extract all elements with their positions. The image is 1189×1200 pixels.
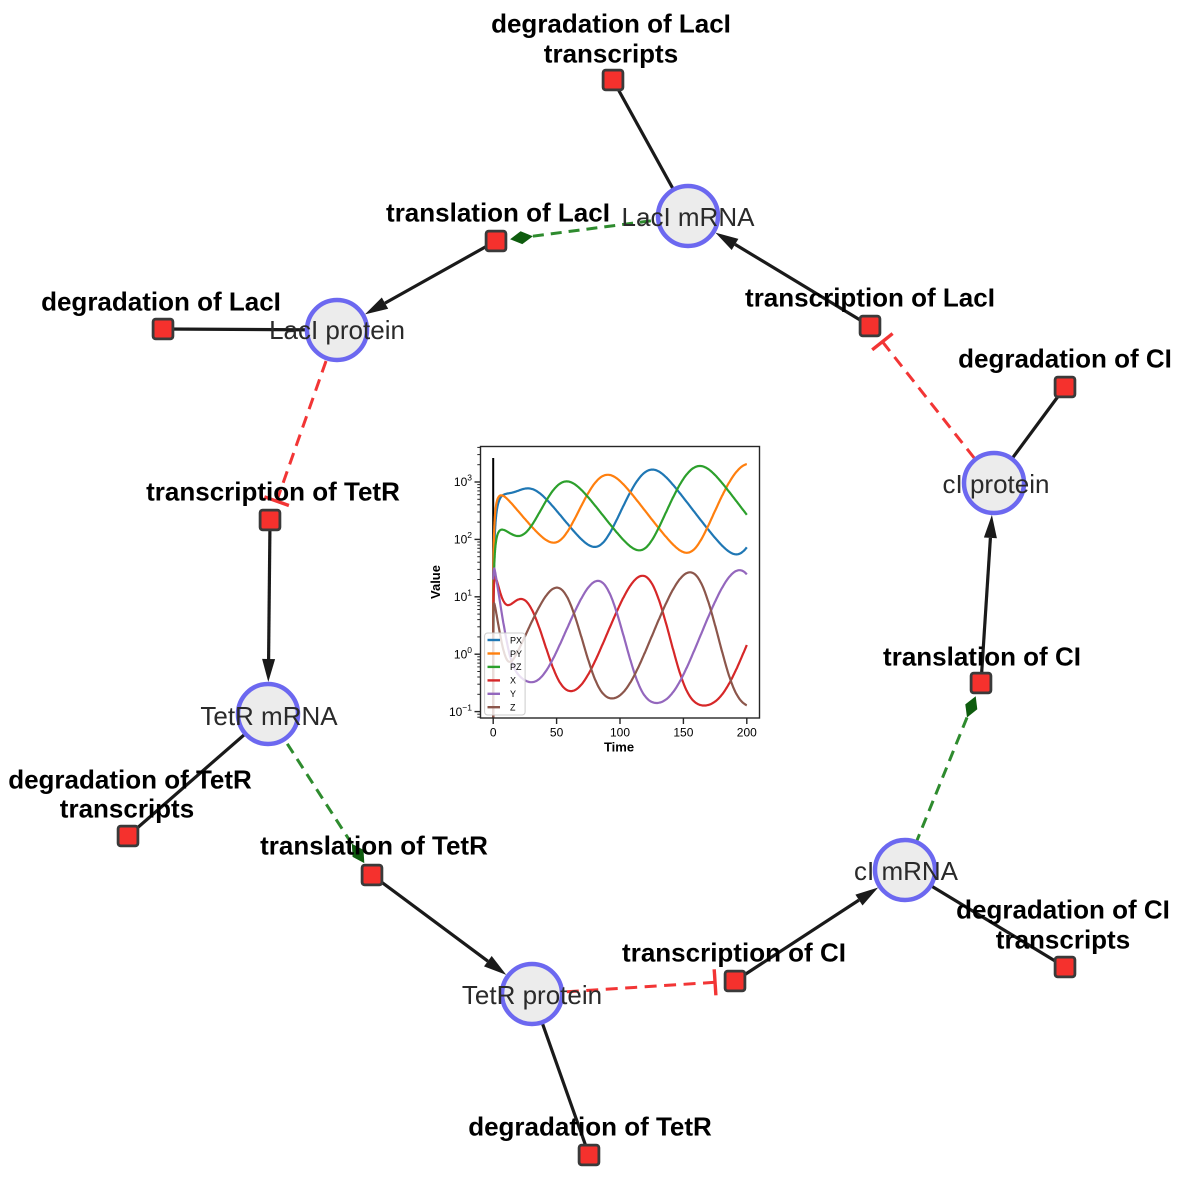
svg-text:LacI mRNA: LacI mRNA [622, 202, 756, 232]
svg-text:103: 103 [454, 473, 472, 490]
svg-text:100: 100 [454, 645, 472, 662]
svg-text:150: 150 [673, 726, 693, 740]
svg-text:cI protein: cI protein [943, 469, 1050, 499]
svg-text:101: 101 [454, 588, 472, 605]
svg-text:degradation of CI: degradation of CI [958, 344, 1172, 374]
svg-text:LacI protein: LacI protein [269, 315, 405, 345]
svg-text:cI mRNA: cI mRNA [854, 856, 959, 886]
svg-text:PX: PX [510, 635, 522, 645]
svg-text:102: 102 [454, 530, 472, 547]
svg-text:transcription of CI: transcription of CI [622, 938, 846, 968]
svg-text:transcripts: transcripts [60, 794, 194, 824]
svg-text:translation of TetR: translation of TetR [260, 831, 488, 861]
svg-text:TetR mRNA: TetR mRNA [200, 701, 338, 731]
svg-text:degradation of TetR: degradation of TetR [468, 1112, 712, 1142]
svg-text:degradation of TetR: degradation of TetR [8, 765, 252, 795]
svg-text:X: X [510, 676, 516, 686]
svg-text:TetR protein: TetR protein [462, 980, 602, 1010]
svg-text:translation of CI: translation of CI [883, 642, 1081, 672]
svg-text:degradation of CI: degradation of CI [956, 895, 1170, 925]
svg-text:Time: Time [604, 740, 634, 755]
svg-text:200: 200 [737, 726, 757, 740]
svg-text:100: 100 [610, 726, 630, 740]
svg-text:transcription of LacI: transcription of LacI [745, 283, 995, 313]
svg-text:degradation of LacI: degradation of LacI [491, 9, 731, 39]
svg-text:50: 50 [550, 726, 564, 740]
svg-text:PZ: PZ [510, 662, 522, 672]
svg-text:0: 0 [490, 726, 497, 740]
svg-text:transcripts: transcripts [544, 39, 678, 69]
svg-text:Value: Value [428, 565, 443, 599]
svg-text:PY: PY [510, 649, 522, 659]
svg-text:10−1: 10−1 [449, 702, 472, 719]
svg-text:transcripts: transcripts [996, 925, 1130, 955]
svg-text:transcription of TetR: transcription of TetR [146, 477, 400, 507]
svg-text:Y: Y [510, 689, 516, 699]
svg-text:translation of LacI: translation of LacI [386, 198, 610, 228]
svg-text:Z: Z [510, 703, 516, 713]
svg-text:degradation of LacI: degradation of LacI [41, 287, 281, 317]
